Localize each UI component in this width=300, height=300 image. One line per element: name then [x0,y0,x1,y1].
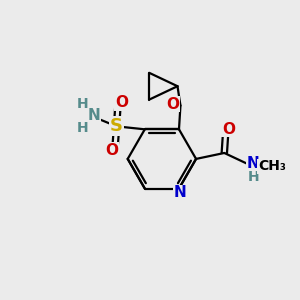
Text: O: O [167,97,179,112]
Text: H: H [76,121,88,135]
Text: N: N [174,185,187,200]
Text: N: N [247,156,260,171]
Text: CH₃: CH₃ [258,159,286,173]
Text: O: O [115,95,128,110]
Text: O: O [105,142,118,158]
Text: H: H [247,170,259,184]
Text: H: H [76,97,88,111]
Text: N: N [87,108,100,123]
Text: O: O [222,122,235,137]
Text: S: S [110,117,123,135]
